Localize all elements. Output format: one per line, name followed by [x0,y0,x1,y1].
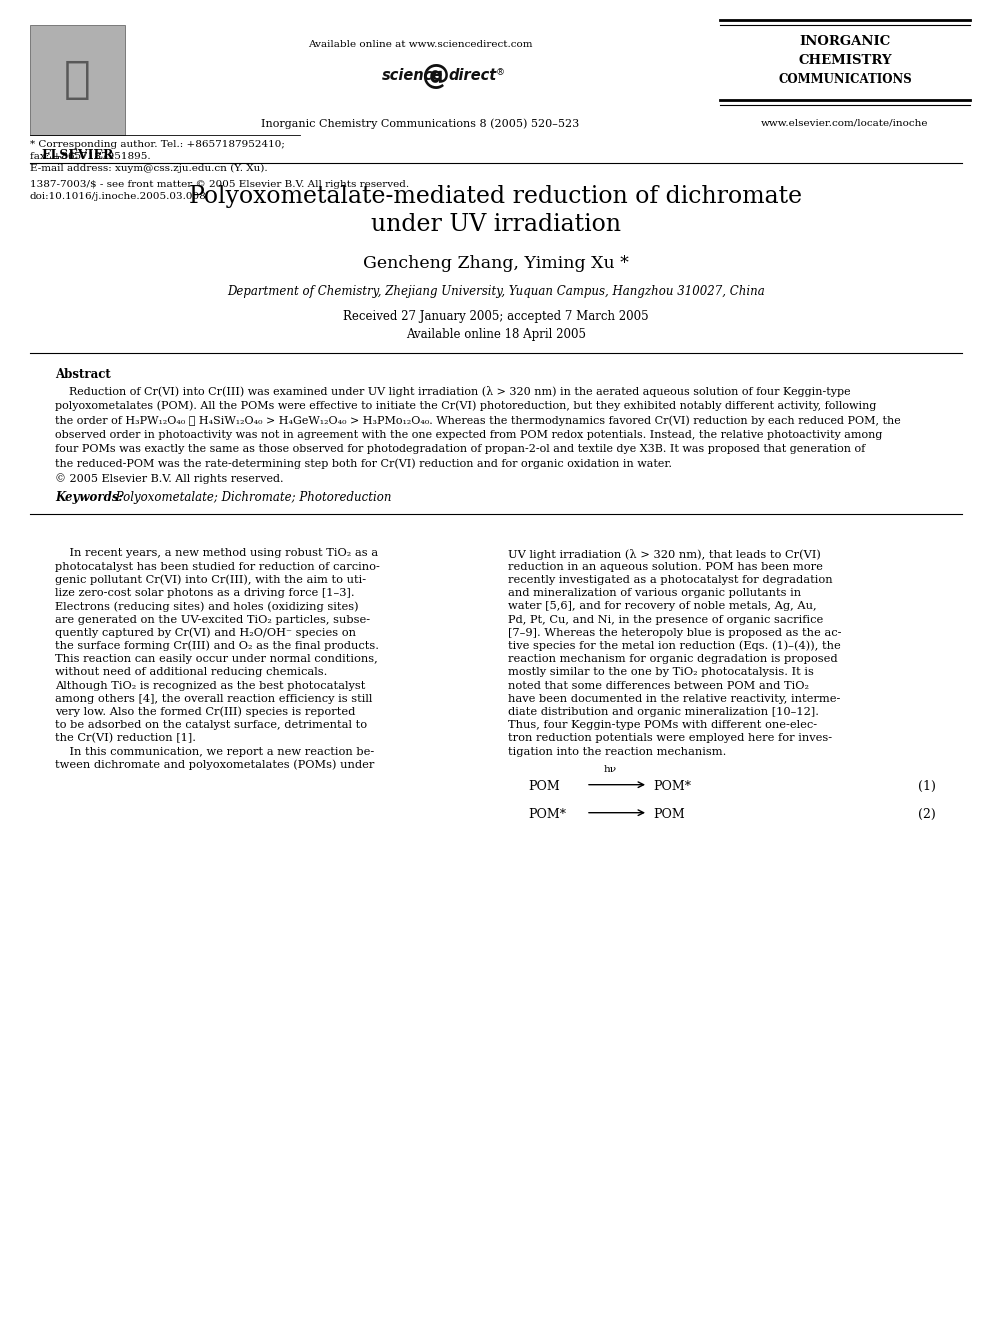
Text: @: @ [421,62,449,90]
Text: observed order in photoactivity was not in agreement with the one expected from : observed order in photoactivity was not … [55,430,882,439]
Text: science: science [382,67,443,83]
Text: Reduction of Cr(VI) into Cr(III) was examined under UV light irradiation (λ > 32: Reduction of Cr(VI) into Cr(III) was exa… [55,386,850,397]
Text: E-mail address: xuym@css.zju.edu.cn (Y. Xu).: E-mail address: xuym@css.zju.edu.cn (Y. … [30,164,268,173]
Text: In this communication, we report a new reaction be-: In this communication, we report a new r… [55,746,374,757]
Text: among others [4], the overall reaction efficiency is still: among others [4], the overall reaction e… [55,693,372,704]
Text: 🌿: 🌿 [64,58,91,102]
Text: POM*: POM* [528,808,566,820]
Text: the surface forming Cr(III) and O₂ as the final products.: the surface forming Cr(III) and O₂ as th… [55,640,379,651]
Text: This reaction can easily occur under normal conditions,: This reaction can easily occur under nor… [55,654,378,664]
Text: water [5,6], and for recovery of noble metals, Ag, Au,: water [5,6], and for recovery of noble m… [508,601,816,611]
Text: Although TiO₂ is recognized as the best photocatalyst: Although TiO₂ is recognized as the best … [55,680,365,691]
Text: without need of additional reducing chemicals.: without need of additional reducing chem… [55,667,327,677]
Text: tive species for the metal ion reduction (Eqs. (1)–(4)), the: tive species for the metal ion reduction… [508,640,841,651]
Text: COMMUNICATIONS: COMMUNICATIONS [778,73,912,86]
Text: direct: direct [448,67,496,83]
Text: tron reduction potentials were employed here for inves-: tron reduction potentials were employed … [508,733,832,744]
Text: In recent years, a new method using robust TiO₂ as a: In recent years, a new method using robu… [55,549,378,558]
Text: mostly similar to the one by TiO₂ photocatalysis. It is: mostly similar to the one by TiO₂ photoc… [508,667,813,677]
Text: [7–9]. Whereas the heteropoly blue is proposed as the ac-: [7–9]. Whereas the heteropoly blue is pr… [508,627,841,638]
Text: Department of Chemistry, Zhejiang University, Yuquan Campus, Hangzhou 310027, Ch: Department of Chemistry, Zhejiang Univer… [227,284,765,298]
Text: ®: ® [496,67,505,77]
Text: noted that some differences between POM and TiO₂: noted that some differences between POM … [508,680,809,691]
Text: Polyoxometalate; Dichromate; Photoreduction: Polyoxometalate; Dichromate; Photoreduct… [112,492,392,504]
Text: hν: hν [603,765,617,774]
Text: Available online at www.sciencedirect.com: Available online at www.sciencedirect.co… [308,40,533,49]
Text: UV light irradiation (λ > 320 nm), that leads to Cr(VI): UV light irradiation (λ > 320 nm), that … [508,549,820,560]
Text: Inorganic Chemistry Communications 8 (2005) 520–523: Inorganic Chemistry Communications 8 (20… [261,118,579,128]
Text: fax: +8657187951895.: fax: +8657187951895. [30,152,151,161]
Text: POM*: POM* [653,779,691,792]
Text: Polyoxometalate-mediated reduction of dichromate: Polyoxometalate-mediated reduction of di… [189,185,803,208]
Text: and mineralization of various organic pollutants in: and mineralization of various organic po… [508,589,802,598]
Text: reaction mechanism for organic degradation is proposed: reaction mechanism for organic degradati… [508,654,837,664]
Text: recently investigated as a photocatalyst for degradation: recently investigated as a photocatalyst… [508,576,832,585]
Text: (1): (1) [918,779,935,792]
Text: (2): (2) [918,808,935,820]
Text: diate distribution and organic mineralization [10–12].: diate distribution and organic mineraliz… [508,706,819,717]
Text: to be adsorbed on the catalyst surface, detrimental to: to be adsorbed on the catalyst surface, … [55,720,367,730]
Text: INORGANIC: INORGANIC [800,34,891,48]
Text: * Corresponding author. Tel.: +8657187952410;: * Corresponding author. Tel.: +865718795… [30,140,285,149]
Text: four POMs was exactly the same as those observed for photodegradation of propan-: four POMs was exactly the same as those … [55,445,865,454]
Text: the reduced-POM was the rate-determining step both for Cr(VI) reduction and for : the reduced-POM was the rate-determining… [55,459,672,470]
Text: quently captured by Cr(VI) and H₂O/OH⁻ species on: quently captured by Cr(VI) and H₂O/OH⁻ s… [55,627,356,638]
Text: the Cr(VI) reduction [1].: the Cr(VI) reduction [1]. [55,733,196,744]
Bar [30,25,125,135]
Text: reduction in an aqueous solution. POM has been more: reduction in an aqueous solution. POM ha… [508,562,823,572]
Text: very low. Also the formed Cr(III) species is reported: very low. Also the formed Cr(III) specie… [55,706,355,717]
Text: www.elsevier.com/locate/inoche: www.elsevier.com/locate/inoche [761,118,929,127]
Text: POM: POM [528,779,559,792]
Text: under UV irradiation: under UV irradiation [371,213,621,235]
Text: Electrons (reducing sites) and holes (oxidizing sites): Electrons (reducing sites) and holes (ox… [55,601,359,611]
Text: photocatalyst has been studied for reduction of carcino-: photocatalyst has been studied for reduc… [55,562,380,572]
Text: doi:10.1016/j.inoche.2005.03.008: doi:10.1016/j.inoche.2005.03.008 [30,192,206,201]
Text: Abstract: Abstract [55,368,111,381]
Text: © 2005 Elsevier B.V. All rights reserved.: © 2005 Elsevier B.V. All rights reserved… [55,474,284,484]
Text: Received 27 January 2005; accepted 7 March 2005: Received 27 January 2005; accepted 7 Mar… [343,310,649,323]
Text: lize zero-cost solar photons as a driving force [1–3].: lize zero-cost solar photons as a drivin… [55,589,354,598]
Text: CHEMISTRY: CHEMISTRY [799,54,892,67]
Text: ELSEVIER: ELSEVIER [42,149,114,161]
Text: polyoxometalates (POM). All the POMs were effective to initiate the Cr(VI) photo: polyoxometalates (POM). All the POMs wer… [55,401,876,411]
Text: 1387-7003/$ - see front matter © 2005 Elsevier B.V. All rights reserved.: 1387-7003/$ - see front matter © 2005 El… [30,180,409,189]
Text: the order of H₃PW₁₂O₄₀ ≫ H₄SiW₁₂O₄₀ > H₄GeW₁₂O₄₀ > H₃PMo₁₂O₄₀. Whereas the therm: the order of H₃PW₁₂O₄₀ ≫ H₄SiW₁₂O₄₀ > H₄… [55,415,901,426]
Text: are generated on the UV-excited TiO₂ particles, subse-: are generated on the UV-excited TiO₂ par… [55,614,370,624]
Text: genic pollutant Cr(VI) into Cr(III), with the aim to uti-: genic pollutant Cr(VI) into Cr(III), wit… [55,576,366,586]
Text: Available online 18 April 2005: Available online 18 April 2005 [406,328,586,341]
Text: Gencheng Zhang, Yiming Xu *: Gencheng Zhang, Yiming Xu * [363,255,629,273]
Text: Pd, Pt, Cu, and Ni, in the presence of organic sacrifice: Pd, Pt, Cu, and Ni, in the presence of o… [508,614,823,624]
Text: tigation into the reaction mechanism.: tigation into the reaction mechanism. [508,746,726,757]
Text: Keywords:: Keywords: [55,492,123,504]
Text: have been documented in the relative reactivity, interme-: have been documented in the relative rea… [508,693,840,704]
Text: POM: POM [653,808,684,820]
Text: tween dichromate and polyoxometalates (POMs) under: tween dichromate and polyoxometalates (P… [55,759,374,770]
Text: Thus, four Keggin-type POMs with different one-elec-: Thus, four Keggin-type POMs with differe… [508,720,817,730]
